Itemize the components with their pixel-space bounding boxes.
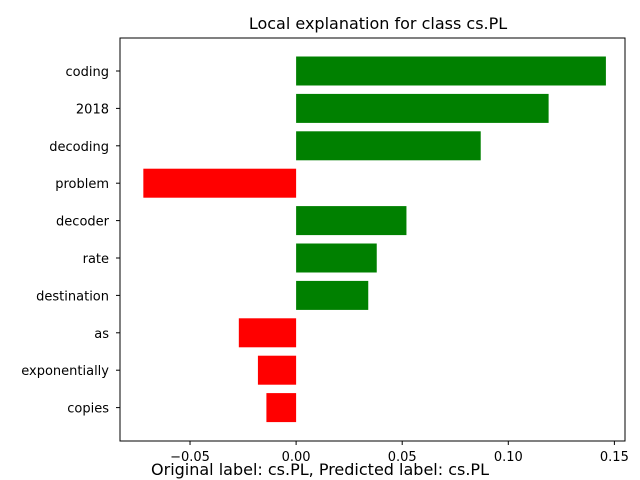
chart-title: Local explanation for class cs.PL [249, 14, 507, 33]
plot-frame [119, 37, 626, 442]
y-tick-label: as [94, 327, 109, 342]
x-axis-ticks: −0.05 0.00 0.05 0.10 0.15 [170, 441, 629, 465]
y-tick-label: copies [67, 402, 109, 417]
y-tick-label: decoding [49, 140, 109, 155]
y-tick-label: coding [66, 65, 109, 80]
bar-2018 [296, 93, 549, 123]
x-tick-label: 0.00 [282, 450, 311, 465]
x-tick-label: 0.15 [600, 450, 629, 465]
bar-decoder [296, 206, 407, 236]
x-tick-label: 0.05 [388, 450, 417, 465]
bar-copies [266, 393, 297, 423]
y-tick-label: problem [55, 177, 109, 192]
bar-exponentially [257, 355, 297, 385]
bar-problem [143, 168, 297, 198]
y-axis-ticks: coding 2018 decoding problem decoder rate dest… [21, 65, 120, 417]
bar-coding [296, 56, 606, 86]
bars-layer [143, 56, 606, 423]
bar-destination [296, 280, 369, 310]
caption-text: Original label: cs.PL, Predicted label: … [151, 460, 489, 479]
y-tick-label: rate [83, 252, 109, 267]
y-tick-label: exponentially [21, 364, 109, 379]
bar-as [238, 318, 297, 348]
bar-rate [296, 243, 377, 273]
y-tick-label: 2018 [76, 102, 109, 117]
bar-decoding [296, 131, 481, 161]
y-tick-label: destination [36, 289, 109, 304]
x-tick-label: −0.05 [170, 450, 210, 465]
y-tick-label: decoder [56, 215, 110, 230]
x-tick-label: 0.10 [494, 450, 523, 465]
